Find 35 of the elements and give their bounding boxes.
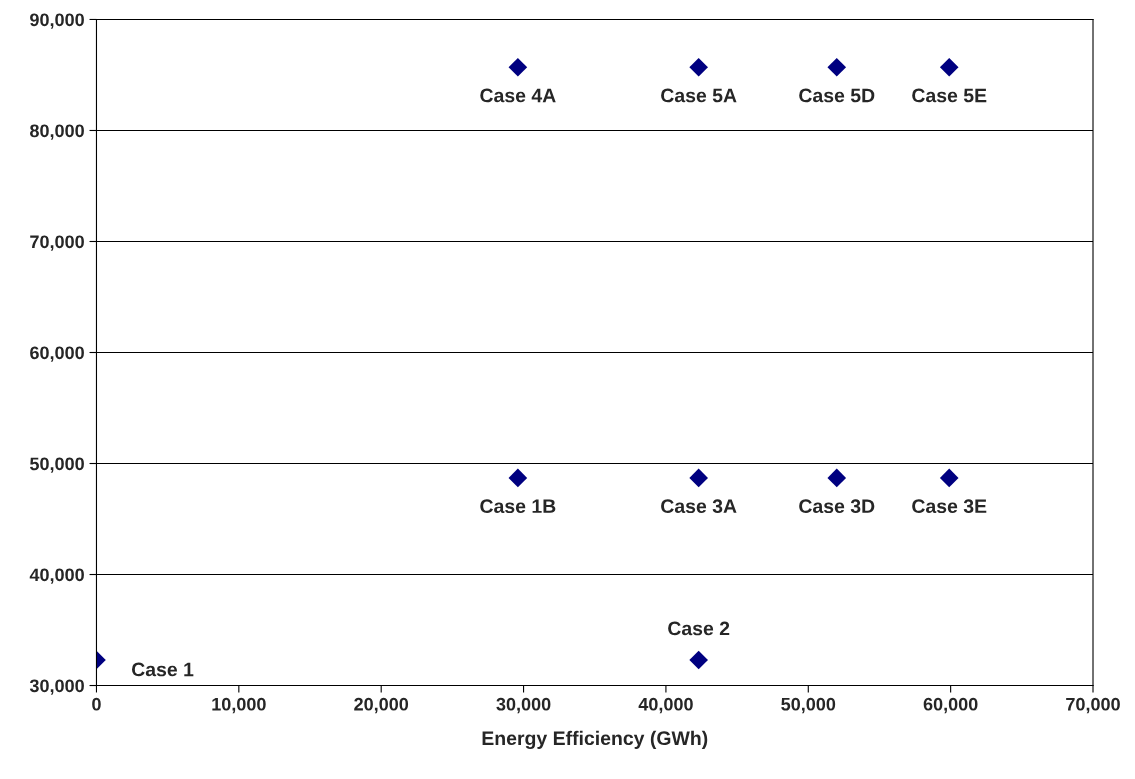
point	[508, 57, 528, 77]
annotation: Case 4A	[480, 88, 556, 103]
y-tick-label: 30,000	[29, 679, 84, 695]
x-tick-label: 60,000	[923, 697, 978, 714]
y-tick-label: 50,000	[30, 457, 84, 473]
point	[939, 468, 959, 488]
annotation: Case 1B	[480, 499, 556, 514]
point	[689, 650, 708, 670]
x-tick-label: 0	[92, 697, 101, 711]
point	[508, 468, 528, 488]
annotation: Case 1	[132, 662, 194, 677]
annotation: Case 5A	[661, 88, 737, 103]
x-tick-label: 70,000	[1066, 697, 1120, 714]
x-axis-title: Energy Efficiency (GWh)	[482, 730, 708, 750]
y-tick-label: 40,000	[29, 568, 84, 584]
annotation: Case 3D	[799, 499, 875, 514]
x-tick-label: 10,000	[212, 697, 266, 714]
y-tick-label: 70,000	[30, 235, 84, 251]
point	[827, 57, 847, 77]
point	[689, 468, 708, 488]
point	[939, 57, 959, 77]
x-tick-label: 30,000	[496, 697, 551, 714]
y-tick-label: 60,000	[30, 346, 84, 362]
annotation: Case 5D	[799, 88, 875, 103]
annotation: Case 5E	[912, 88, 987, 103]
x-tick-label: 50,000	[781, 697, 836, 714]
annotation: Case 3E	[912, 499, 987, 514]
annotation: Case 2	[668, 621, 730, 636]
annotation: Case 3A	[661, 499, 737, 514]
point	[827, 468, 847, 488]
x-tick-label: 40,000	[638, 697, 693, 714]
y-tick-label: 80,000	[30, 124, 84, 140]
y-tick-label: 90,000	[30, 13, 84, 29]
x-tick-label: 20,000	[354, 697, 409, 714]
point	[689, 57, 708, 77]
